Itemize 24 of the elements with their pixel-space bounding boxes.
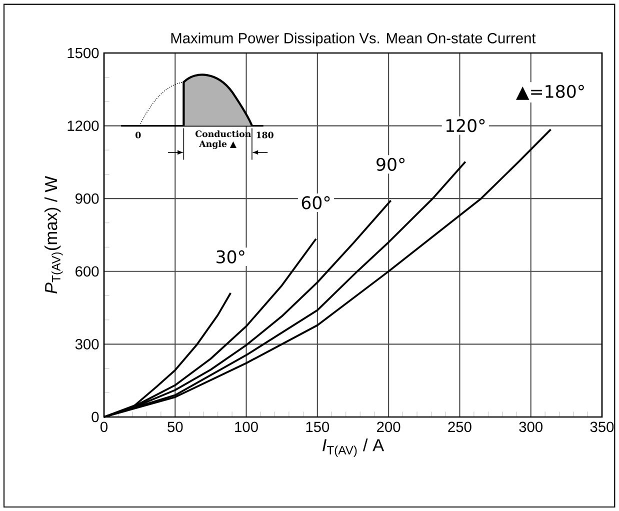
- y-axis-title: P$_{T(AV)}$(max) / W: [44, 176, 63, 294]
- y-tick-label: 600: [76, 266, 99, 277]
- x-tick-label: 150: [306, 422, 330, 432]
- y-tick-label: 1500: [68, 48, 99, 58]
- x-tick-label: 0: [100, 422, 108, 432]
- y-tick-label: 0: [92, 412, 99, 422]
- y-tick-label: 1200: [68, 120, 99, 131]
- annotation: 0: [136, 132, 141, 138]
- x-tick-label: 50: [168, 422, 183, 432]
- x-axis-title: I$_{T(AV)}$ / A: [322, 438, 384, 457]
- y-tick-label: 300: [75, 339, 99, 350]
- x-tick-label: 100: [235, 422, 258, 432]
- y-tick-label: 900: [76, 193, 99, 204]
- x-tick-label: 250: [448, 422, 472, 432]
- x-tick-label: 350: [590, 422, 614, 432]
- text: ▲=180°: [516, 84, 584, 100]
- x-tick-label: 300: [519, 422, 542, 432]
- x-tick-label: 200: [377, 422, 400, 432]
- series-label: 60°: [302, 196, 330, 210]
- text: 120°: [446, 119, 485, 132]
- series-label: 30°: [216, 250, 244, 264]
- series-label: 90°: [376, 158, 405, 171]
- chart-title: Maximum Power Dissipation Vs. Mean On-state Current: [171, 32, 536, 46]
- annotation: 180: [256, 132, 274, 138]
